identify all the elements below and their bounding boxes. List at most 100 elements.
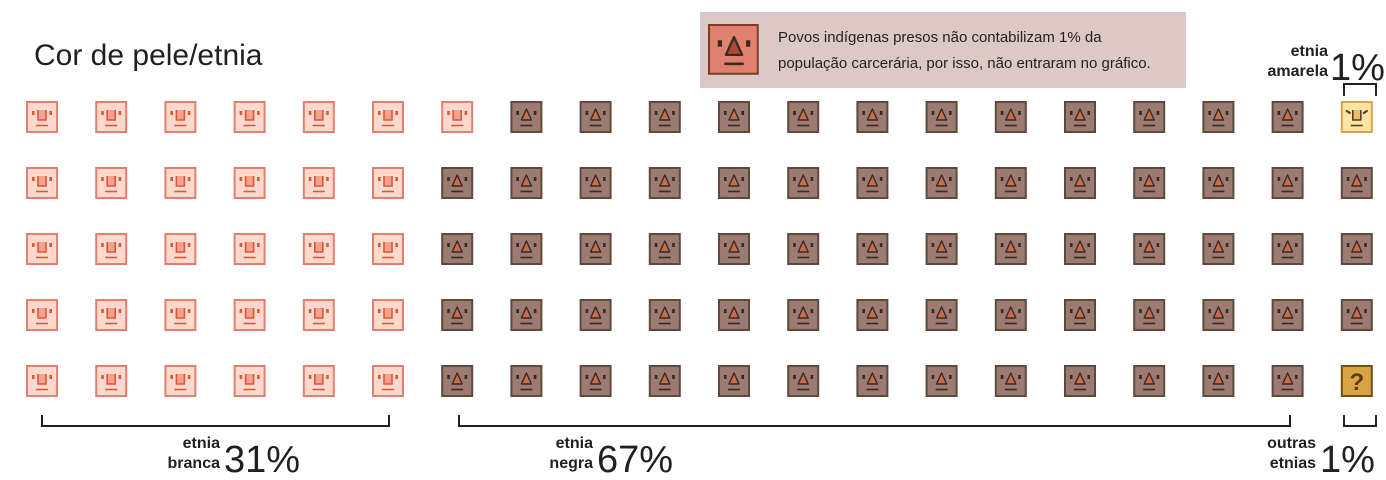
black-face-icon xyxy=(1271,233,1304,265)
bracket-amarela xyxy=(1343,83,1377,96)
white-face-icon xyxy=(95,167,128,199)
black-face-icon xyxy=(925,101,958,133)
note-box: Povos indígenas presos não contabilizam … xyxy=(700,12,1186,88)
black-face-icon xyxy=(579,299,612,331)
black-face-icon xyxy=(1271,167,1304,199)
yellow-face-icon xyxy=(1340,101,1373,133)
black-face-icon xyxy=(1340,233,1373,265)
black-face-icon xyxy=(1064,233,1096,265)
label-branca: etnia branca 31% xyxy=(168,435,301,480)
question-icon: ? xyxy=(1340,365,1373,397)
black-face-icon xyxy=(1064,101,1096,133)
label-negra: etnia negra 67% xyxy=(549,435,673,480)
black-face-icon xyxy=(510,299,543,331)
white-face-icon xyxy=(233,167,266,199)
black-face-icon xyxy=(1133,233,1166,265)
black-face-icon xyxy=(1133,167,1166,199)
black-face-icon xyxy=(856,167,889,199)
label-branca-word1: etnia xyxy=(183,435,220,452)
white-face-icon xyxy=(441,101,474,133)
black-face-icon xyxy=(856,101,889,133)
black-face-icon xyxy=(1271,101,1304,133)
black-face-icon xyxy=(925,233,958,265)
black-face-icon xyxy=(579,167,612,199)
white-face-icon xyxy=(372,233,404,265)
label-amarela: etnia amarela 1% xyxy=(1268,43,1385,89)
white-face-icon xyxy=(302,233,335,265)
black-face-icon xyxy=(925,365,958,397)
black-face-icon xyxy=(1064,167,1096,199)
label-outras: outras etnias 1% xyxy=(1267,435,1375,480)
black-face-icon xyxy=(1133,365,1166,397)
label-amarela-pct: 1% xyxy=(1330,47,1385,89)
black-face-icon xyxy=(648,299,681,331)
white-face-icon xyxy=(164,299,197,331)
black-face-icon xyxy=(1133,299,1166,331)
white-face-icon xyxy=(372,101,404,133)
black-face-icon xyxy=(510,233,543,265)
black-face-icon xyxy=(510,101,543,133)
label-amarela-word1: etnia xyxy=(1291,43,1328,60)
black-face-icon xyxy=(856,365,889,397)
black-face-icon xyxy=(648,167,681,199)
label-branca-pct: 31% xyxy=(224,439,300,480)
black-face-icon xyxy=(1133,101,1166,133)
black-face-icon xyxy=(718,233,750,265)
label-outras-word1: outras xyxy=(1267,435,1316,452)
black-face-icon xyxy=(994,167,1027,199)
black-face-icon xyxy=(718,101,750,133)
white-face-icon xyxy=(302,167,335,199)
white-face-icon xyxy=(233,299,266,331)
black-face-icon xyxy=(718,167,750,199)
white-face-icon xyxy=(26,299,58,331)
black-face-icon xyxy=(856,299,889,331)
note-line-2: população carcerária, por isso, não entr… xyxy=(778,55,1151,72)
brackets xyxy=(41,83,1377,427)
black-face-icon xyxy=(579,101,612,133)
black-face-icon xyxy=(718,299,750,331)
black-face-icon xyxy=(441,365,474,397)
white-face-icon xyxy=(164,233,197,265)
black-face-icon xyxy=(648,101,681,133)
white-face-icon xyxy=(95,101,128,133)
white-face-icon xyxy=(164,365,197,397)
white-face-icon xyxy=(372,167,404,199)
white-face-icon xyxy=(26,365,58,397)
bracket-branca xyxy=(41,415,390,427)
white-face-icon xyxy=(26,167,58,199)
white-face-icon xyxy=(302,365,335,397)
white-face-icon xyxy=(164,167,197,199)
chart-title: Cor de pele/etnia xyxy=(34,39,263,72)
black-face-icon xyxy=(441,167,474,199)
white-face-icon xyxy=(233,101,266,133)
label-branca-word2: branca xyxy=(168,455,221,472)
black-face-icon xyxy=(1064,299,1096,331)
black-face-icon xyxy=(994,101,1027,133)
black-face-icon xyxy=(1340,167,1373,199)
white-face-icon xyxy=(372,299,404,331)
black-face-icon xyxy=(648,233,681,265)
white-face-icon xyxy=(95,233,128,265)
black-face-icon xyxy=(1271,299,1304,331)
note-line-1: Povos indígenas presos não contabilizam … xyxy=(778,29,1102,46)
black-face-icon xyxy=(787,167,820,199)
white-face-icon xyxy=(95,299,128,331)
white-face-icon xyxy=(233,233,266,265)
black-face-icon xyxy=(787,101,820,133)
black-face-icon xyxy=(579,365,612,397)
svg-text:?: ? xyxy=(1349,369,1364,396)
icon-grid: ? xyxy=(26,101,1373,397)
white-face-icon xyxy=(372,365,404,397)
black-face-icon xyxy=(1340,299,1373,331)
white-face-icon xyxy=(95,365,128,397)
label-outras-pct: 1% xyxy=(1320,439,1375,480)
black-face-icon xyxy=(648,365,681,397)
indigenous-face-icon xyxy=(708,24,759,75)
black-face-icon xyxy=(994,299,1027,331)
white-face-icon xyxy=(302,299,335,331)
label-negra-pct: 67% xyxy=(597,439,673,480)
black-face-icon xyxy=(994,233,1027,265)
label-negra-word2: negra xyxy=(549,455,593,472)
black-face-icon xyxy=(441,233,474,265)
